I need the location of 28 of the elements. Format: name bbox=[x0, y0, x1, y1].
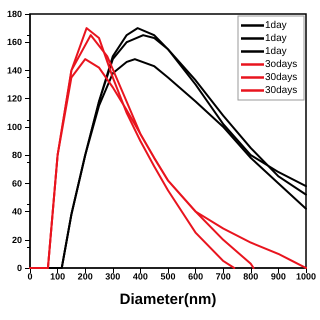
y-tick-label: 100 bbox=[6, 122, 22, 132]
legend-label: 3odays bbox=[265, 59, 298, 70]
y-tick-label: 120 bbox=[6, 94, 22, 104]
x-tick-label: 300 bbox=[105, 272, 120, 282]
x-tick-label: 100 bbox=[50, 272, 66, 282]
legend-label: 30days bbox=[265, 85, 298, 96]
x-tick-label: 700 bbox=[216, 272, 231, 282]
y-tick-label: 80 bbox=[12, 150, 22, 160]
x-tick-label: 400 bbox=[132, 272, 148, 282]
y-tick-label: 20 bbox=[12, 234, 22, 245]
x-tick-label: 200 bbox=[78, 272, 93, 282]
y-tick-label: 180 bbox=[6, 9, 22, 19]
y-tick-label: 140 bbox=[6, 65, 22, 76]
legend-label: 1day bbox=[265, 33, 287, 44]
y-tick-label: 40 bbox=[12, 206, 22, 217]
x-tick-label: 900 bbox=[270, 272, 286, 282]
y-tick-label: 0 bbox=[16, 263, 22, 273]
x-tick-label: 500 bbox=[160, 272, 176, 282]
x-tick-label: 600 bbox=[188, 272, 204, 282]
legend-label: 1day bbox=[265, 20, 287, 31]
y-tick-label: 60 bbox=[12, 178, 22, 188]
x-tick-label: 1000 bbox=[296, 272, 316, 282]
y-tick-label: 160 bbox=[6, 37, 22, 48]
x-axis-title: Diameter(nm) bbox=[120, 291, 216, 308]
x-tick-label: 800 bbox=[243, 272, 258, 282]
legend-label: 30days bbox=[265, 72, 298, 83]
legend-label: 1day bbox=[265, 46, 287, 57]
x-tick-label: 0 bbox=[27, 272, 33, 282]
